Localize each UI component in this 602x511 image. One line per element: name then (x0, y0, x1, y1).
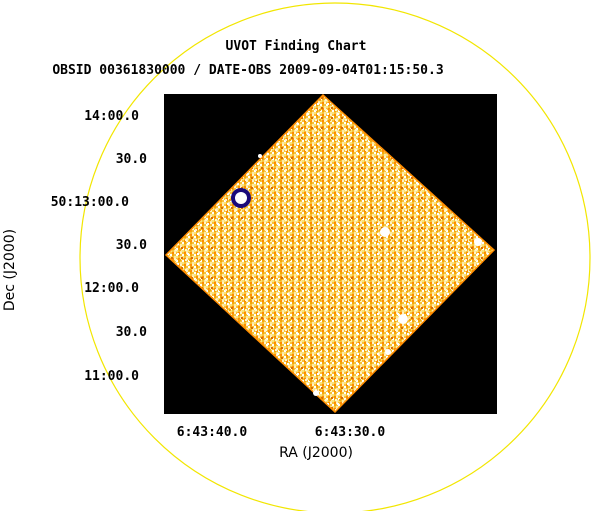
chart-subtitle: OBSID 00361830000 / DATE-OBS 2009-09-04T… (52, 63, 443, 78)
x-axis-label: RA (J2000) (279, 445, 353, 461)
chart-title: UVOT Finding Chart (226, 39, 367, 54)
y-tick-label: 11:00.0 (84, 369, 139, 384)
x-tick-label: 6:43:40.0 (177, 425, 248, 440)
y-tick-label: 14:00.0 (84, 109, 139, 124)
y-tick-label: 50:13:00.0 (51, 195, 129, 210)
source-bottom (313, 390, 319, 396)
source-lower-right-2 (385, 349, 391, 355)
source-lower-right (398, 314, 408, 324)
y-tick-labels: 14:00.0 30.0 50:13:00.0 30.0 12:00.0 30.… (51, 109, 147, 384)
y-tick-label: 30.0 (116, 152, 147, 167)
x-tick-labels: 6:43:40.0 6:43:30.0 (177, 425, 386, 440)
source-right-edge (474, 238, 482, 246)
bright-source-left (231, 188, 251, 208)
y-tick-label: 12:00.0 (84, 281, 139, 296)
y-axis-label: Dec (J2000) (2, 229, 18, 311)
y-tick-label: 30.0 (116, 325, 147, 340)
source-upper-left (258, 154, 262, 158)
exposure-edge (164, 93, 496, 414)
field-of-view-circle (79, 2, 591, 511)
y-tick-label: 30.0 (116, 238, 147, 253)
x-tick-label: 6:43:30.0 (315, 425, 386, 440)
source-right-1 (380, 227, 390, 237)
